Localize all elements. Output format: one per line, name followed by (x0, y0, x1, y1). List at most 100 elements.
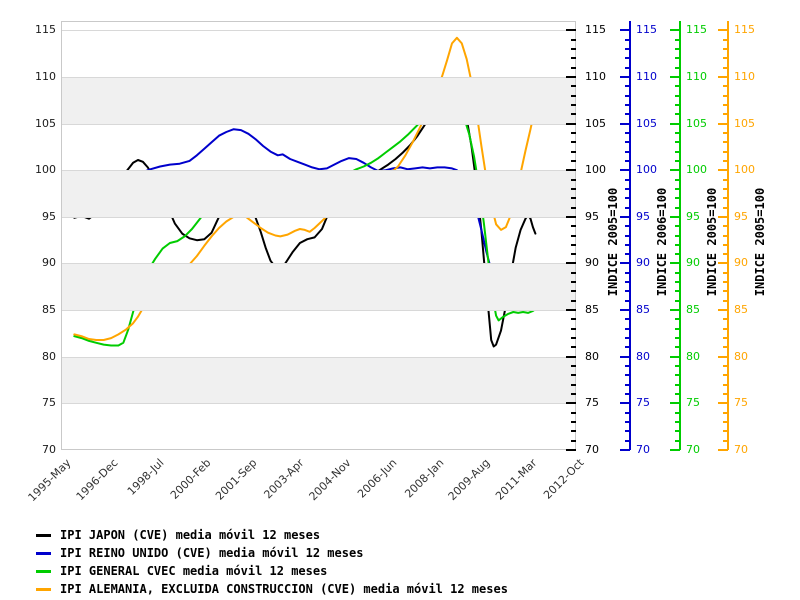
gridline (62, 263, 575, 265)
y-axis-right-blue-tick-label: 95 (636, 209, 650, 223)
legend-label: IPI ALEMANIA, EXCLUIDA CONSTRUCCION (CVE… (60, 582, 508, 596)
y-axis-right-black-tick (571, 150, 576, 153)
y-axis-right-orange-tick (718, 29, 728, 32)
y-axis-right-black-tick (571, 271, 576, 274)
y-axis-right-blue-tick (620, 449, 630, 451)
y-axis-left-tick-label: 115 (35, 23, 56, 37)
y-axis-right-orange-tick (723, 243, 728, 246)
y-axis-right-green-tick (675, 85, 680, 88)
y-axis-right-blue-tick (625, 159, 630, 162)
y-axis-right-black-tick (571, 178, 576, 181)
y-axis-right-orange-spine (727, 21, 729, 450)
y-axis-right-blue-tick (625, 299, 630, 302)
y-axis-right-black-tick (566, 449, 576, 451)
y-axis-right-blue-tick (625, 374, 630, 377)
legend-marker (36, 587, 51, 591)
y-axis-right-blue-tick (625, 281, 630, 284)
y-axis-right-blue-tick-label: 115 (636, 23, 657, 37)
y-axis-right-blue-tick (625, 290, 630, 293)
y-axis-right-black-tick-label: 80 (585, 349, 599, 363)
y-axis-right-blue-tick (625, 225, 630, 228)
y-axis-right-green-tick (675, 243, 680, 246)
y-axis-right-black-tick (571, 66, 576, 69)
y-axis-right-green-tick (670, 262, 680, 265)
y-axis-right-blue-tick (620, 402, 630, 405)
y-axis-right-black-tick (566, 122, 576, 125)
y-axis-right-orange-tick (723, 299, 728, 302)
y-axis-right-blue-tick (625, 57, 630, 60)
y-axis-right-green-tick (675, 281, 680, 284)
y-axis-right-blue-tick (620, 262, 630, 265)
y-axis-right-blue-tick (625, 271, 630, 274)
y-axis-right-blue-tick-label: 75 (636, 396, 650, 410)
y-axis-right-black-tick (571, 131, 576, 134)
y-axis-right-black-tick (571, 94, 576, 97)
y-axis-right-black-tick (571, 243, 576, 246)
y-axis-right-green-tick (675, 225, 680, 228)
y-axis-right-orange-tick (718, 75, 728, 78)
y-axis-right-black-tick (571, 365, 576, 368)
y-axis-right-green-tick (675, 365, 680, 368)
y-axis-left-tick-label: 80 (42, 349, 56, 363)
y-axis-right-green-tick (675, 234, 680, 237)
y-axis-right-black-tick (571, 197, 576, 200)
y-axis-right-orange-tick (718, 402, 728, 405)
y-axis-right-green-tick (675, 411, 680, 414)
y-axis-left-tick-label: 90 (42, 256, 56, 270)
plot-band (62, 263, 575, 311)
y-axis-right-orange-tick-label: 85 (734, 303, 748, 317)
y-axis-right-black-tick (571, 281, 576, 284)
y-axis-right-black-tick (571, 103, 576, 106)
y-axis-right-black-tick-label: 100 (585, 163, 606, 177)
y-axis-right-green-tick (675, 141, 680, 144)
y-axis-right-blue-tick (625, 365, 630, 368)
y-axis-right-orange-tick (723, 94, 728, 97)
y-axis-right-black-tick (571, 430, 576, 433)
y-axis-right-black-tick (566, 29, 576, 32)
y-axis-right-black-tick (571, 38, 576, 41)
y-axis-right-black-tick (571, 187, 576, 190)
y-axis-right-blue-tick (625, 337, 630, 340)
y-axis-right-blue-tick (620, 75, 630, 78)
y-axis-right-blue-tick-label: 110 (636, 69, 657, 83)
y-axis-right-green-tick (675, 430, 680, 433)
plot-band (62, 356, 575, 404)
y-axis-right-blue-tick (625, 206, 630, 209)
legend-label: IPI GENERAL CVEC media móvil 12 meses (60, 564, 328, 578)
y-axis-right-green-tick (675, 346, 680, 349)
y-axis-right-green-tick-label: 90 (686, 256, 700, 270)
y-axis-right-green-tick-label: 95 (686, 209, 700, 223)
gridline (62, 216, 575, 218)
y-axis-left-tick-label: 85 (42, 303, 56, 317)
y-axis-right-blue-tick (625, 113, 630, 116)
y-axis-right-black-tick (571, 327, 576, 330)
y-axis-right-black-tick (571, 346, 576, 349)
legend-item: IPI REINO UNIDO (CVE) media móvil 12 mes… (36, 544, 508, 562)
y-axis-right-blue-tick (625, 439, 630, 442)
y-axis-right-blue-tick (625, 327, 630, 330)
y-axis-right-black-tick (566, 355, 576, 358)
y-axis-right-orange-tick (723, 318, 728, 321)
y-axis-right-orange-tick (718, 122, 728, 125)
y-axis-right-orange-tick-label: 90 (734, 256, 748, 270)
y-axis-right-orange-tick-label: 110 (734, 69, 755, 83)
y-axis-right-black-tick (566, 262, 576, 265)
y-axis-right-green-tick-label: 115 (686, 23, 707, 37)
y-axis-right-blue-tick-label: 70 (636, 443, 650, 456)
y-axis-right-orange-tick-label: 100 (734, 163, 755, 177)
y-axis-right-green-tick (675, 57, 680, 60)
y-axis-right-blue-tick-label: 90 (636, 256, 650, 270)
y-axis-right-green-tick (675, 253, 680, 256)
y-axis-right-black-tick (571, 253, 576, 256)
y-axis-right-green-tick-label: 75 (686, 396, 700, 410)
y-axis-right-blue-tick (625, 131, 630, 134)
y-axis-right-orange-tick (723, 374, 728, 377)
y-axis-right-green-tick (675, 318, 680, 321)
y-axis-right-orange-tick (723, 346, 728, 349)
y-axis-right-green-tick (675, 337, 680, 340)
y-axis-right-blue-tick (625, 150, 630, 153)
y-axis-right-orange-title: INDICE 2005=100 (753, 187, 767, 297)
plot-band (62, 170, 575, 217)
y-axis-right-green-tick-label: 100 (686, 163, 707, 177)
y-axis-right-black-title: INDICE 2005=100 (606, 187, 620, 297)
